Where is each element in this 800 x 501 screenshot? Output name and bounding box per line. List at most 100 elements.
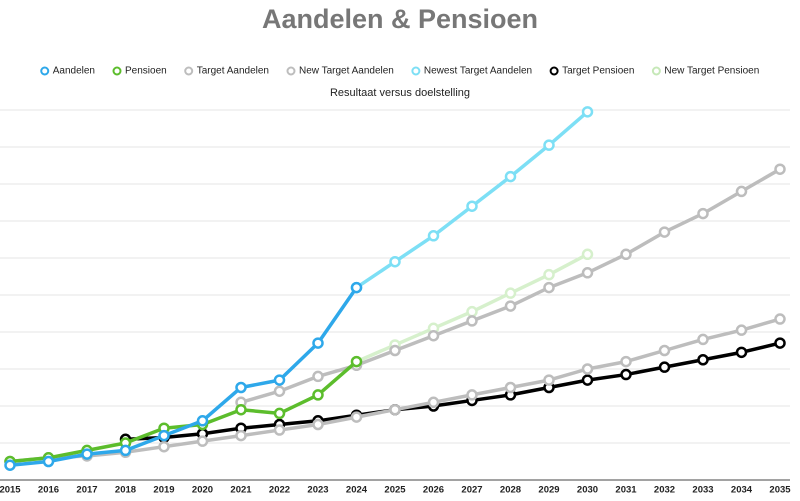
data-point [543,139,555,151]
data-point [158,429,170,442]
data-point [466,200,478,212]
legend-item: Target Pensioen [549,66,634,77]
data-point [273,385,286,397]
series-line [9,286,358,467]
legend-item: Target Aandelen [184,66,269,77]
data-point [504,170,517,183]
legend-marker [112,66,122,76]
data-point [350,281,363,294]
data-point [581,248,594,261]
data-point [543,374,555,386]
data-point [543,281,555,294]
data-point [466,305,478,318]
data-point [196,415,209,427]
legend-item: New Target Pensioen [651,66,759,77]
x-tick-label: 2030 [577,485,598,496]
legend-label: Target Pensioen [562,66,634,77]
data-point [427,329,440,342]
x-tick-label: 2028 [500,485,521,496]
x-tick-label: 2026 [423,485,444,496]
data-point [389,403,401,416]
data-point [735,324,748,336]
data-point [4,459,16,471]
legend-marker [549,66,559,76]
legend: Aandelen Pensioen Target Aandelen New Targe… [40,66,759,77]
legend-marker [651,66,661,76]
x-tick-label: 2022 [269,485,290,496]
data-point [735,346,748,359]
data-point [273,407,286,420]
x-tick-label: 2035 [769,485,791,496]
data-point [81,448,93,460]
data-point [389,255,401,268]
x-tick-label: 2015 [0,485,21,496]
data-point [504,287,517,299]
x-tick-label: 2024 [346,485,368,496]
data-point [196,435,209,447]
data-point [466,389,478,401]
data-point [697,333,709,346]
data-point [774,313,786,325]
x-tick-label: 2025 [384,485,406,496]
data-point [235,429,247,442]
data-point [312,389,324,401]
legend-item: New Target Aandelen [286,66,394,77]
data-point [697,207,709,220]
legend-label: Target Aandelen [197,66,269,77]
data-point [158,440,170,453]
data-point [581,363,594,375]
data-point [312,370,324,383]
x-tick-label: 2018 [115,485,136,496]
data-point [658,344,671,357]
x-tick-label: 2017 [76,485,97,496]
data-point [620,355,632,368]
legend-item: Pensioen [112,66,167,77]
x-tick-label: 2023 [307,485,328,496]
data-point [504,381,517,394]
x-tick-label: 2016 [38,485,59,496]
series-line [125,341,781,442]
legend-marker [184,66,194,76]
data-point [620,248,632,261]
chart-subtitle: Resultaat versus doelstelling [330,87,470,99]
data-point [774,337,786,349]
legend-label: Aandelen [53,66,95,77]
legend-marker [40,66,50,76]
x-tick-label: 2032 [654,485,675,496]
legend-label: Newest Target Aandelen [424,66,532,77]
data-point [312,337,324,349]
data-point [581,106,594,118]
legend-marker [411,66,421,76]
data-point [697,354,709,366]
x-tick-label: 2019 [153,485,174,496]
data-point [312,418,324,431]
data-point [427,396,440,409]
legend-item: Newest Target Aandelen [411,66,532,77]
data-point [620,368,632,381]
x-tick-label: 2027 [461,485,482,496]
data-point [466,315,478,327]
data-point [119,444,132,457]
data-point [273,424,286,436]
data-point [581,267,594,279]
data-point [350,411,363,423]
series-line [240,167,781,404]
legend-label: New Target Aandelen [299,66,394,77]
legend-label: New Target Pensioen [664,66,759,77]
data-point [658,361,671,373]
x-tick-label: 2031 [615,485,637,496]
data-point [350,355,363,368]
x-tick-label: 2021 [230,485,252,496]
data-point [389,344,401,357]
data-point [581,374,594,386]
chart-title: Aandelen & Pensioen [262,4,538,34]
data-point [774,163,786,175]
x-tick-label: 2033 [692,485,713,496]
data-point [427,230,440,242]
data-point [235,381,247,394]
data-point [273,374,286,386]
data-point [543,268,555,281]
legend-label: Pensioen [125,66,167,77]
legend-item: Aandelen [40,66,95,77]
